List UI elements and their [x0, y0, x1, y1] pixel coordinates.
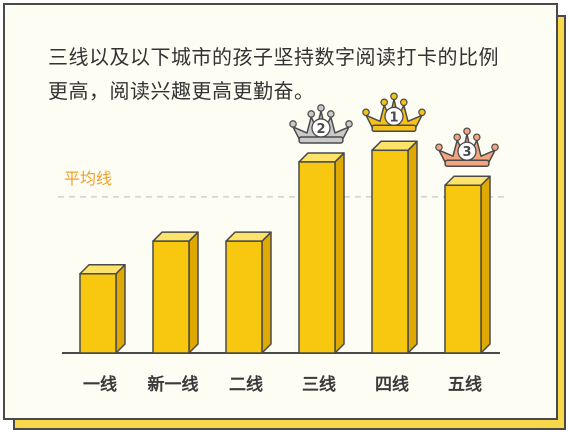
crown-jewel	[380, 98, 389, 107]
crown-jewel	[289, 120, 297, 128]
caption-text: 三线以及以下城市的孩子坚持数字阅读打卡的比例更高，阅读兴趣更高更勤奋。	[48, 45, 499, 103]
category-label: 二线	[229, 374, 263, 395]
crown-band	[298, 136, 344, 144]
crown-jewel	[472, 133, 481, 142]
bars-layer	[62, 140, 500, 354]
rank-number: 2	[316, 122, 325, 137]
bar-top	[444, 175, 491, 186]
bar-front	[298, 161, 336, 354]
crown-jewel	[362, 108, 370, 117]
crown-jewel	[453, 133, 462, 142]
crown-medal	[384, 106, 404, 126]
category-label: 一线	[83, 374, 117, 395]
bar-5	[371, 140, 418, 354]
crown-medal	[311, 118, 331, 138]
bar-front	[225, 240, 263, 354]
bar-side	[334, 152, 345, 354]
bar-6	[444, 175, 491, 354]
crown-jewel	[317, 104, 325, 112]
bar-top	[152, 231, 199, 242]
bar-top	[371, 140, 418, 152]
bar-top	[298, 152, 345, 163]
bar-2	[152, 231, 199, 354]
crown-jewel	[399, 98, 408, 107]
crown-jewel	[307, 110, 316, 118]
bar-3	[225, 231, 272, 354]
bar-front	[79, 273, 117, 354]
crown-jewel	[463, 127, 471, 136]
crown-band	[371, 124, 417, 133]
rank-number: 1	[389, 110, 398, 125]
category-labels-layer: 一线 新一线 二线 三线 四线 五线	[83, 374, 482, 395]
bar-side	[480, 175, 491, 354]
bar-side	[407, 140, 418, 354]
bar-front	[371, 149, 409, 354]
bar-front	[152, 240, 190, 354]
bar-side	[261, 231, 272, 354]
bar-side	[115, 264, 126, 354]
bar-front	[444, 184, 482, 354]
average-line-layer: 平均线	[58, 169, 508, 198]
bar-side	[188, 231, 199, 354]
bar-1	[79, 264, 126, 354]
crown-jewel	[345, 120, 353, 128]
crown-jewel	[418, 108, 426, 117]
bar-4	[298, 152, 345, 354]
category-label: 五线	[448, 374, 482, 395]
crown-gold-icon: 1	[362, 92, 426, 133]
average-line-label: 平均线	[64, 169, 112, 188]
category-label: 三线	[302, 374, 336, 395]
bar-top	[79, 264, 126, 275]
crown-jewel	[326, 110, 335, 118]
category-label: 四线	[375, 374, 409, 395]
crowns-layer: 2 1 3	[289, 92, 499, 167]
crown-jewel	[491, 143, 499, 152]
crown-medal	[457, 141, 477, 161]
bar-top	[225, 231, 272, 242]
category-label: 新一线	[148, 374, 199, 395]
crown-silver-icon: 2	[289, 104, 353, 144]
rank-number: 3	[462, 145, 471, 160]
crown-jewel	[390, 92, 398, 101]
crown-bronze-icon: 3	[435, 127, 499, 167]
crown-band	[444, 159, 490, 167]
crown-jewel	[435, 143, 443, 152]
